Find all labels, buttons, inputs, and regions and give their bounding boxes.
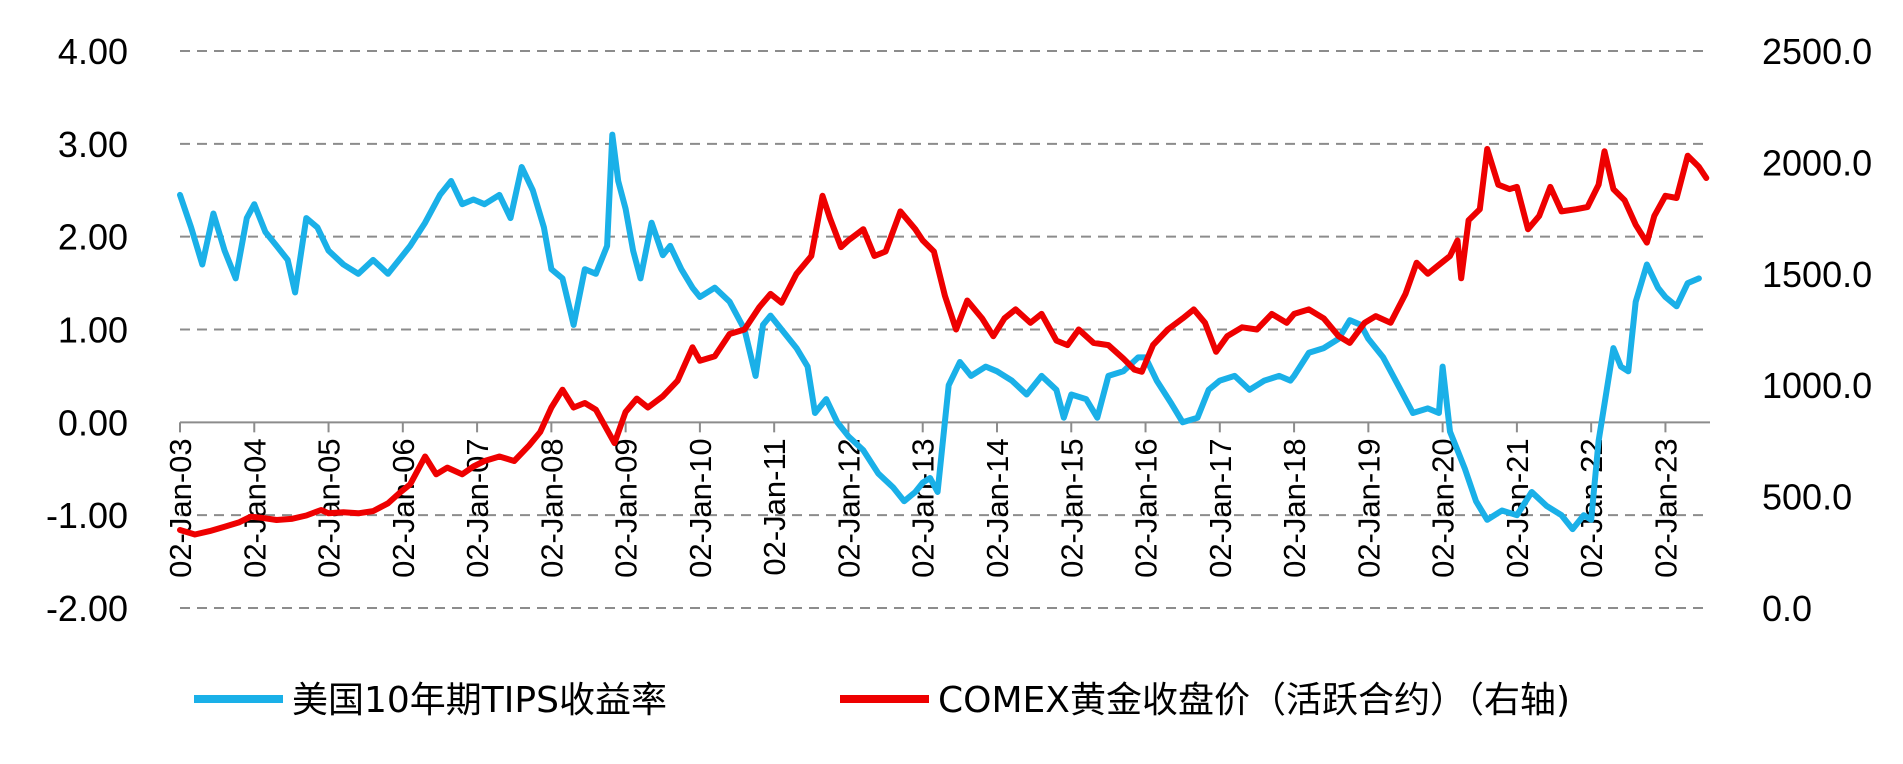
right-tick-label: 500.0 — [1762, 477, 1852, 518]
left-axis-ticks: 4.00 3.00 2.00 1.00 0.00 -1.00 -2.00 — [46, 31, 128, 629]
x-tick-label: 02-Jan-05 — [312, 438, 347, 578]
x-tick-label: 02-Jan-16 — [1129, 438, 1164, 578]
right-tick-label: 1000.0 — [1762, 365, 1872, 406]
grid-lines — [180, 50, 1710, 609]
right-tick-label: 2000.0 — [1762, 142, 1872, 183]
x-tick-label: 02-Jan-13 — [906, 438, 941, 578]
left-tick-label: 1.00 — [58, 310, 128, 351]
x-tick-label: 02-Jan-03 — [163, 438, 198, 578]
x-tick-label: 02-Jan-08 — [534, 438, 569, 578]
right-tick-label: 2500.0 — [1762, 31, 1872, 72]
x-tick-label: 02-Jan-19 — [1351, 438, 1386, 578]
x-tick-label: 02-Jan-15 — [1054, 438, 1089, 578]
left-tick-label: 2.00 — [58, 217, 128, 258]
x-tick-label: 02-Jan-06 — [386, 438, 421, 578]
x-tick-label: 02-Jan-20 — [1426, 438, 1461, 578]
x-axis: 02-Jan-03 02-Jan-04 02-Jan-05 02-Jan-06 02-J… — [163, 421, 1710, 578]
x-tick-label: 02-Jan-14 — [980, 438, 1015, 578]
x-tick-label: 02-Jan-17 — [1203, 438, 1238, 578]
legend: 美国10年期TIPS收益率 COMEX黄金收盘价（活跃合约）（右轴) — [194, 680, 1570, 721]
left-tick-label: 0.00 — [58, 402, 128, 443]
right-tick-label: 0.0 — [1762, 588, 1812, 629]
left-tick-label: -1.00 — [46, 495, 128, 536]
right-tick-label: 1500.0 — [1762, 254, 1872, 295]
x-tick-label: 02-Jan-21 — [1500, 438, 1535, 578]
left-tick-label: 3.00 — [58, 124, 128, 165]
x-tick-label: 02-Jan-10 — [683, 438, 718, 578]
left-tick-label: -2.00 — [46, 588, 128, 629]
x-tick-label: 02-Jan-12 — [831, 438, 866, 578]
series-line-tips-yield — [177, 131, 1702, 533]
series-lines — [177, 131, 1710, 538]
right-axis-ticks: 2500.0 2000.0 1500.0 1000.0 500.0 0.0 — [1762, 31, 1872, 629]
x-tick-label: 02-Jan-23 — [1648, 438, 1683, 578]
x-tick-label: 02-Jan-04 — [237, 438, 272, 578]
series-line-gold-price — [177, 146, 1710, 538]
legend-label-tips: 美国10年期TIPS收益率 — [292, 680, 667, 721]
x-tick-label: 02-Jan-11 — [757, 438, 792, 575]
left-tick-label: 4.00 — [58, 31, 128, 72]
x-tick-label: 02-Jan-18 — [1277, 438, 1312, 578]
x-tick-label: 02-Jan-09 — [609, 438, 644, 578]
legend-label-gold: COMEX黄金收盘价（活跃合约）（右轴) — [938, 680, 1570, 721]
